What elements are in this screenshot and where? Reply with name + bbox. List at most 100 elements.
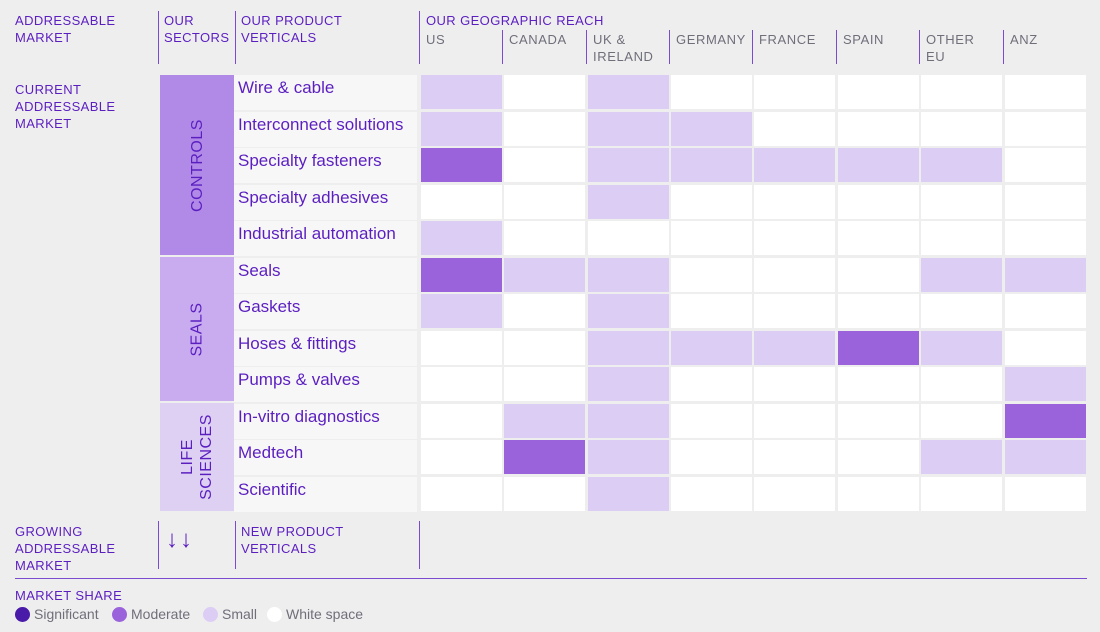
reach-cell <box>1005 367 1086 401</box>
vertical-label: Specialty adhesives <box>234 185 417 220</box>
reach-cell <box>421 75 502 109</box>
reach-cell <box>754 404 835 438</box>
reach-cell <box>504 221 585 255</box>
reach-cell <box>588 75 669 109</box>
reach-cell <box>421 440 502 474</box>
reach-cell <box>671 185 752 219</box>
reach-cell <box>671 75 752 109</box>
sector-life-sciences: LIFE SCIENCES <box>160 403 234 511</box>
new-verticals-label: NEW PRODUCT VERTICALS <box>241 524 344 556</box>
reach-cell <box>1005 221 1086 255</box>
our-sectors-header: OUR SECTORS <box>164 13 230 45</box>
reach-cell <box>1005 477 1086 511</box>
reach-cell <box>588 477 669 511</box>
reach-cell <box>1005 112 1086 146</box>
reach-cell <box>504 75 585 109</box>
country-header: CANADA <box>509 32 567 47</box>
legend-significant: Significant <box>15 606 99 622</box>
reach-cell <box>1005 331 1086 365</box>
vertical-label: Scientific <box>234 477 417 512</box>
reach-cell <box>754 221 835 255</box>
reach-cell <box>588 294 669 328</box>
reach-cell <box>921 477 1002 511</box>
reach-cell <box>504 112 585 146</box>
sector-seals: SEALS <box>160 257 234 401</box>
reach-cell <box>504 148 585 182</box>
current-market-label: CURRENT ADDRESSABLE MARKET <box>15 82 116 131</box>
country-header: FRANCE <box>759 32 817 47</box>
vertical-label: Industrial automation <box>234 221 417 256</box>
reach-cell <box>588 440 669 474</box>
legend-white-space: White space <box>267 606 363 622</box>
reach-cell <box>921 294 1002 328</box>
country-header: UK & IRELAND <box>593 32 654 64</box>
vertical-label: Specialty fasteners <box>234 148 417 183</box>
reach-cell <box>504 367 585 401</box>
reach-cell <box>754 185 835 219</box>
reach-cell <box>421 148 502 182</box>
reach-cell <box>588 148 669 182</box>
vertical-label: Seals <box>234 258 417 293</box>
country-header: US <box>426 32 446 47</box>
reach-cell <box>838 112 919 146</box>
small-dot-icon <box>203 606 218 622</box>
geographic-reach-header: OUR GEOGRAPHIC REACH <box>426 13 604 28</box>
country-header: OTHER EU <box>926 32 975 64</box>
reach-cell <box>754 440 835 474</box>
legend-moderate-label: Moderate <box>131 606 191 622</box>
reach-cell <box>838 185 919 219</box>
reach-cell <box>838 294 919 328</box>
country-header: ANZ <box>1010 32 1038 47</box>
reach-cell <box>754 258 835 292</box>
reach-cell <box>838 148 919 182</box>
addressable-market-header: ADDRESSABLE MARKET <box>15 13 116 45</box>
reach-cell <box>754 112 835 146</box>
sector-seals-label: SEALS <box>188 301 206 357</box>
reach-cell <box>421 331 502 365</box>
vertical-label: Medtech <box>234 440 417 475</box>
reach-cell <box>838 258 919 292</box>
reach-cell <box>921 148 1002 182</box>
reach-cell <box>421 258 502 292</box>
reach-cell <box>754 477 835 511</box>
sector-controls-label: CONTROLS <box>188 118 206 212</box>
reach-cell <box>921 185 1002 219</box>
reach-cell <box>671 331 752 365</box>
reach-cell <box>421 367 502 401</box>
reach-cell <box>504 404 585 438</box>
white-space-dot-icon <box>267 606 282 622</box>
legend-small-label: Small <box>222 606 258 622</box>
reach-cell <box>921 331 1002 365</box>
vertical-label: Wire & cable <box>234 75 417 110</box>
reach-cell <box>838 331 919 365</box>
reach-cell <box>1005 440 1086 474</box>
reach-cell <box>838 75 919 109</box>
reach-cell <box>588 112 669 146</box>
country-header: SPAIN <box>843 32 885 47</box>
country-header: GERMANY <box>676 32 746 47</box>
reach-cell <box>754 75 835 109</box>
reach-cell <box>671 221 752 255</box>
legend-moderate: Moderate <box>112 606 190 622</box>
reach-cell <box>671 148 752 182</box>
reach-cell <box>754 294 835 328</box>
reach-cell <box>838 404 919 438</box>
reach-cell <box>504 294 585 328</box>
reach-cell <box>838 367 919 401</box>
vertical-label: Interconnect solutions <box>234 112 417 147</box>
legend-white-space-label: White space <box>286 606 364 622</box>
reach-cell <box>921 112 1002 146</box>
vertical-label: Pumps & valves <box>234 367 417 402</box>
reach-cell <box>504 477 585 511</box>
vertical-label: In-vitro diagnostics <box>234 404 417 439</box>
reach-cell <box>921 221 1002 255</box>
vertical-label: Hoses & fittings <box>234 331 417 366</box>
reach-cell <box>504 331 585 365</box>
reach-cell <box>1005 148 1086 182</box>
sector-controls: CONTROLS <box>160 75 234 255</box>
reach-cell <box>671 258 752 292</box>
reach-cell <box>838 440 919 474</box>
reach-cell <box>588 221 669 255</box>
reach-cell <box>921 258 1002 292</box>
reach-cell <box>504 440 585 474</box>
